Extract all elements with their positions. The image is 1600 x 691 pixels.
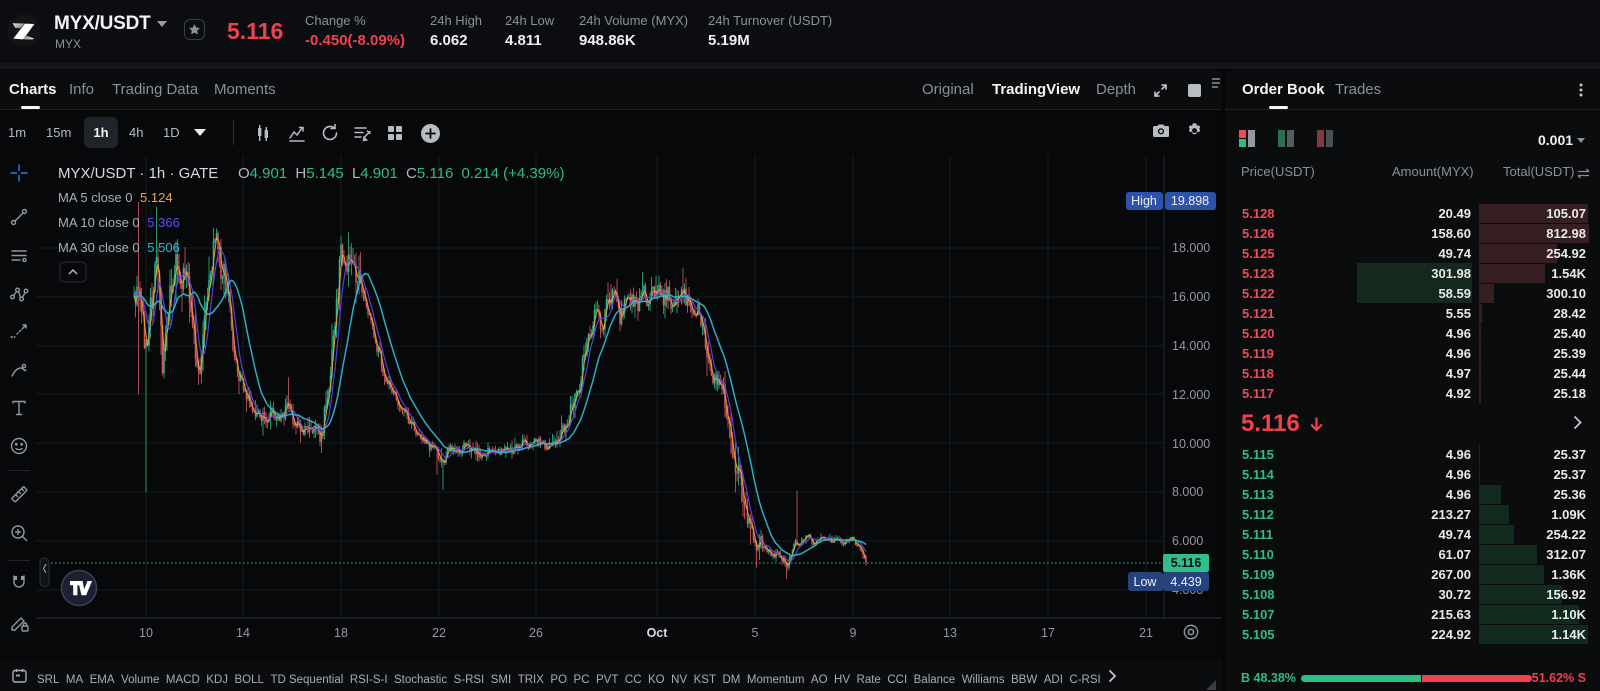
svg-text:17: 17 xyxy=(1041,626,1055,640)
svg-text:MA 10 close 0 5.366: MA 10 close 0 5.366 xyxy=(58,215,180,230)
svg-text:MA 30 close 0 5.506: MA 30 close 0 5.506 xyxy=(58,240,180,255)
svg-text:Oct: Oct xyxy=(647,626,669,640)
svg-text:5: 5 xyxy=(752,626,759,640)
svg-text:26: 26 xyxy=(529,626,543,640)
svg-text:MYX/USDT · 1h · GATE: MYX/USDT · 1h · GATE xyxy=(58,165,218,182)
svg-text:Low: Low xyxy=(1134,575,1158,589)
svg-text:10: 10 xyxy=(139,626,153,640)
svg-text:18.000: 18.000 xyxy=(1172,241,1210,255)
svg-text:13: 13 xyxy=(943,626,957,640)
svg-text:10.000: 10.000 xyxy=(1172,437,1210,451)
svg-text:12.000: 12.000 xyxy=(1172,388,1210,402)
svg-text:O4.901 H5.145 L4.901 C5.116 0.: O4.901 H5.145 L4.901 C5.116 0.214 (+4.39… xyxy=(238,165,564,182)
svg-text:5.116: 5.116 xyxy=(1171,556,1202,570)
svg-text:14: 14 xyxy=(236,626,250,640)
svg-text:22: 22 xyxy=(432,626,446,640)
svg-text:MA 5 close 0 5.124: MA 5 close 0 5.124 xyxy=(58,190,173,205)
svg-text:6.000: 6.000 xyxy=(1172,534,1203,548)
svg-text:8.000: 8.000 xyxy=(1172,485,1203,499)
svg-text:16.000: 16.000 xyxy=(1172,290,1210,304)
svg-text:14.000: 14.000 xyxy=(1172,339,1210,353)
svg-text:4.439: 4.439 xyxy=(1170,575,1201,589)
svg-text:19.898: 19.898 xyxy=(1171,194,1209,208)
svg-text:High: High xyxy=(1131,194,1157,208)
svg-text:21: 21 xyxy=(1139,626,1153,640)
svg-text:9: 9 xyxy=(850,626,857,640)
svg-text:18: 18 xyxy=(334,626,348,640)
